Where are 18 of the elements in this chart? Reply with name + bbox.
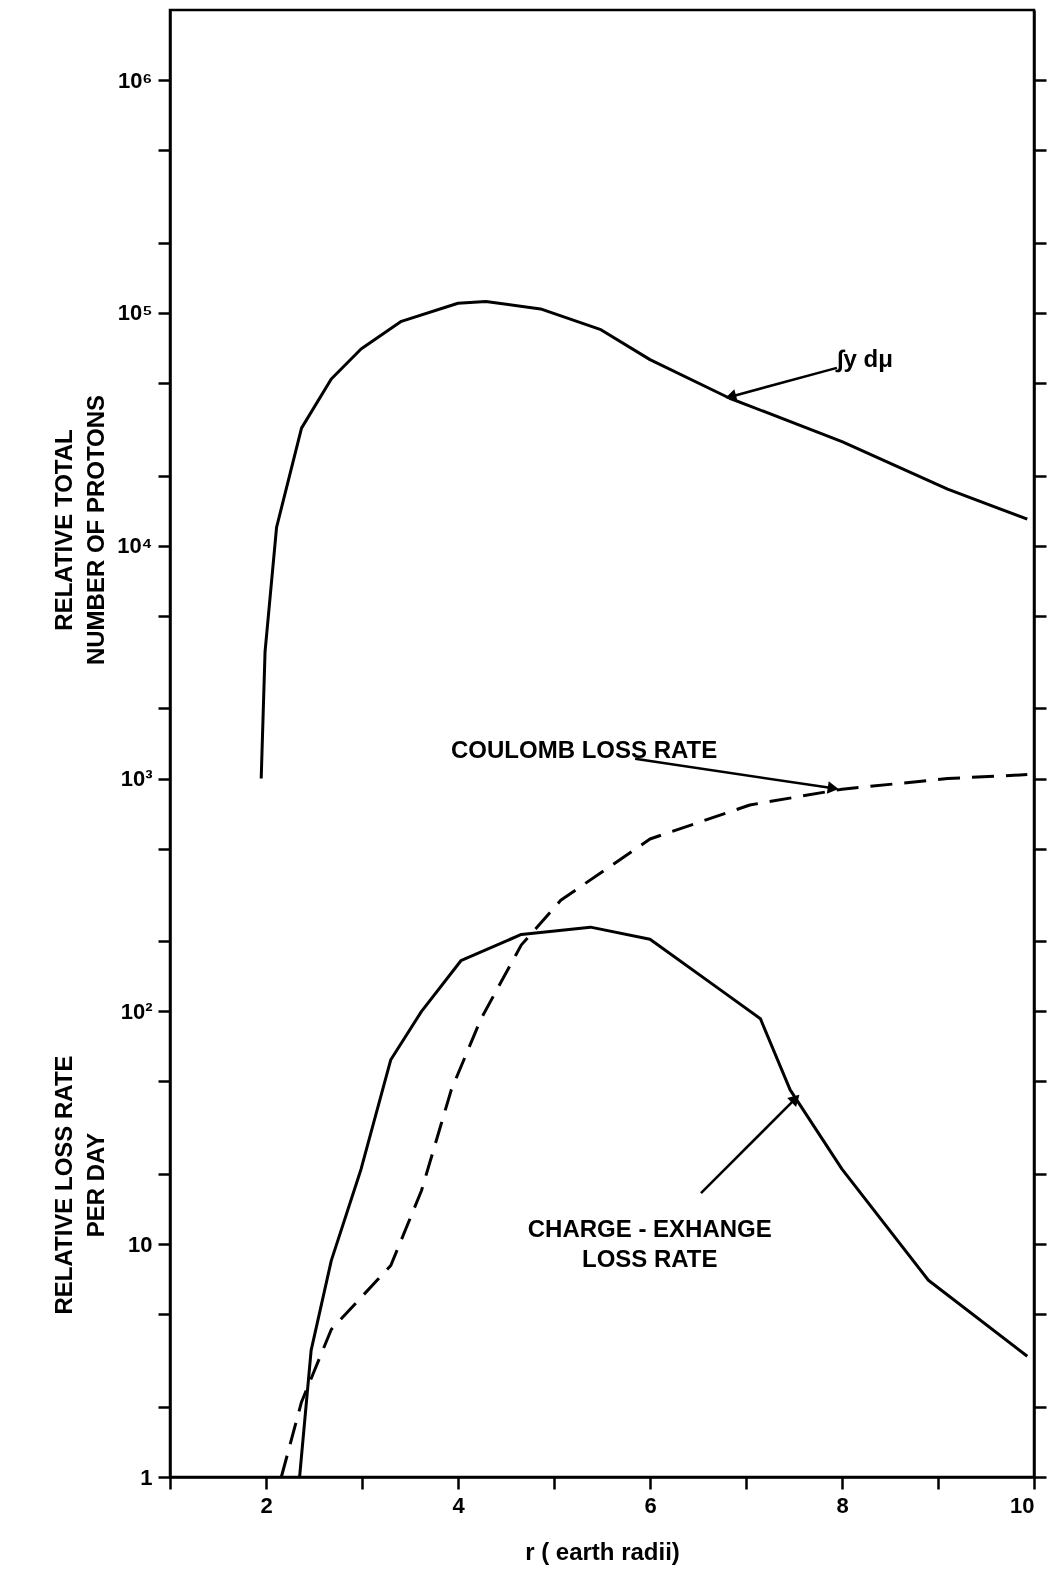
x-tick-label: 6 — [644, 1492, 657, 1518]
x-tick-label: 10 — [1010, 1492, 1035, 1518]
y-tick-label: 1 — [140, 1464, 153, 1490]
x-axis-title: r ( earth radii) — [525, 1537, 680, 1565]
y-tick-label: 10⁴ — [117, 533, 153, 559]
x-tick-label: 2 — [260, 1492, 273, 1518]
annotation: ∫y dμ — [834, 345, 893, 374]
x-tick-label: 4 — [452, 1492, 466, 1518]
y-tick-label: 10² — [120, 998, 153, 1024]
text: RELATIVE LOSS RATE PER DAY — [50, 1055, 109, 1315]
y-tick-label: 10 — [128, 1231, 153, 1257]
y-tick-label: 10⁶ — [117, 67, 153, 93]
y-tick-label: 10³ — [120, 766, 153, 792]
annotation: COULOMB LOSS RATE — [451, 736, 718, 764]
annotation: CHARGE - EXHANGE LOSS RATE — [527, 1215, 772, 1273]
x-tick-label: 8 — [836, 1492, 849, 1518]
y-tick-label: 10⁵ — [117, 300, 153, 326]
y-axis-title: RELATIVE TOTAL NUMBER OF PROTONS — [50, 394, 109, 666]
